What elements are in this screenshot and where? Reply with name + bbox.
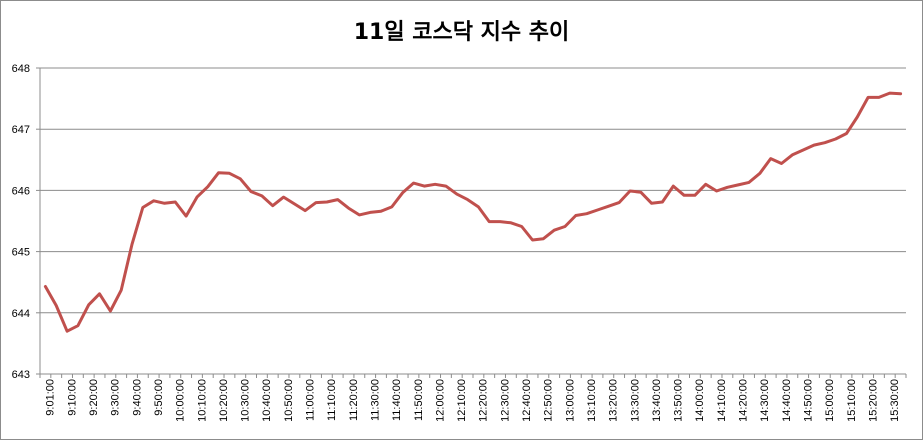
chart-title: 11일 코스닥 지수 추이 (353, 20, 570, 45)
x-tick-label: 14:50:00 (803, 379, 815, 422)
x-tick-label: 12:00:00 (434, 379, 446, 422)
x-tick-label: 12:10:00 (456, 379, 468, 422)
x-tick-label: 12:30:00 (499, 379, 511, 422)
y-tick-label: 643 (12, 369, 30, 381)
y-tick-label: 644 (12, 308, 30, 320)
x-tick-label: 9:10:00 (66, 379, 78, 416)
x-tick-label: 14:40:00 (781, 379, 793, 422)
x-tick-label: 12:40:00 (521, 379, 533, 422)
x-tick-label: 14:30:00 (759, 379, 771, 422)
x-tick-label: 9:40:00 (131, 379, 143, 416)
x-tick-label: 15:20:00 (867, 379, 879, 422)
x-tick-label: 10:10:00 (196, 379, 208, 422)
x-tick-label: 9:01:00 (45, 379, 57, 416)
x-tick-label: 10:40:00 (261, 379, 273, 422)
x-tick-label: 11:20:00 (348, 379, 360, 421)
x-tick-label: 10:00:00 (175, 379, 187, 422)
x-tick-label: 12:20:00 (478, 379, 490, 422)
x-tick-label: 15:10:00 (846, 379, 858, 422)
x-tick-label: 13:00:00 (564, 379, 576, 422)
x-tick-label: 11:40:00 (391, 379, 403, 421)
x-tick-label: 9:20:00 (88, 379, 100, 416)
y-tick-label: 646 (12, 185, 30, 197)
x-tick-label: 13:50:00 (673, 379, 685, 422)
x-tick-label: 14:20:00 (738, 379, 750, 422)
x-tick-label: 11:10:00 (326, 379, 338, 421)
x-tick-label: 11:50:00 (413, 379, 425, 421)
x-tick-label: 12:50:00 (543, 379, 555, 422)
x-tick-label: 9:50:00 (153, 379, 165, 416)
x-tick-label: 9:30:00 (110, 379, 122, 416)
x-tick-label: 15:30:00 (889, 379, 901, 422)
x-tick-label: 13:30:00 (629, 379, 641, 422)
y-tick-label: 647 (12, 124, 30, 136)
x-tick-label: 10:50:00 (283, 379, 295, 422)
x-tick-label: 13:40:00 (651, 379, 663, 422)
x-tick-label: 13:10:00 (586, 379, 598, 422)
x-tick-label: 10:30:00 (240, 379, 252, 422)
x-tick-label: 10:20:00 (218, 379, 230, 422)
y-tick-label: 648 (12, 63, 30, 75)
x-tick-label: 14:10:00 (716, 379, 728, 422)
x-tick-label: 11:00:00 (305, 379, 317, 421)
series-line (43, 91, 903, 333)
x-tick-label: 15:00:00 (824, 379, 836, 422)
x-tick-label: 13:20:00 (608, 379, 620, 422)
x-tick-label: 14:00:00 (694, 379, 706, 422)
y-tick-label: 645 (12, 247, 30, 259)
x-tick-label: 11:30:00 (370, 379, 382, 421)
